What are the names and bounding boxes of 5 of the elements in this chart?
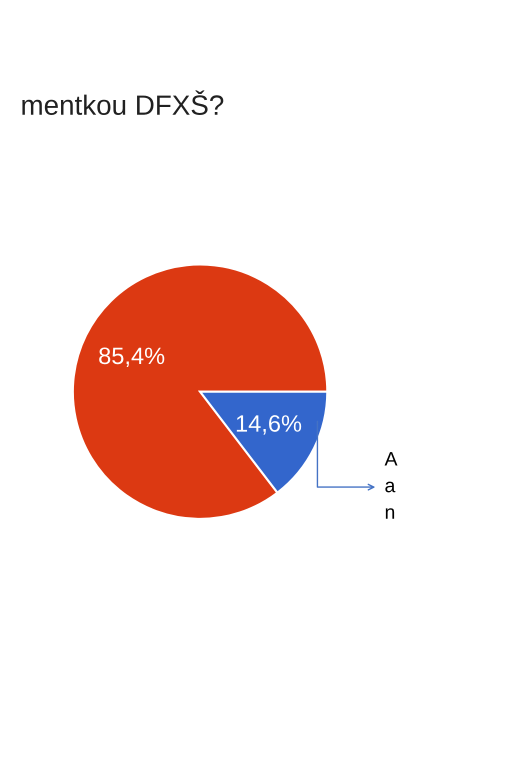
data-label: 14,6%	[236, 415, 302, 435]
pie-slice	[72, 263, 328, 520]
text: A a n	[384, 452, 398, 519]
chart-title: mentkou DFXŠ?	[22, 90, 224, 115]
data-label: 85,4%	[99, 348, 164, 368]
